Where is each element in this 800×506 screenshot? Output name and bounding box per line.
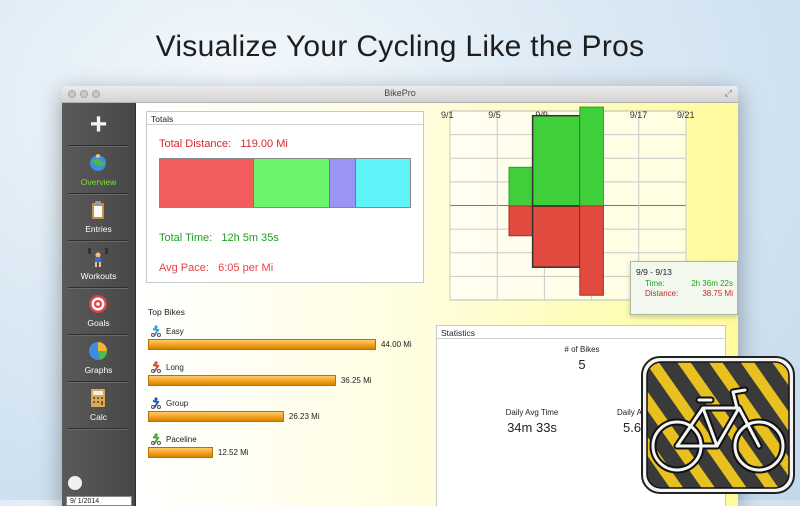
date-field[interactable]: 9/ 1/2014: [66, 496, 132, 506]
bikes-count-value: 5: [578, 357, 586, 372]
radio-button[interactable]: [68, 476, 82, 490]
totals-title: Totals: [147, 112, 423, 125]
sidebar-item-calc[interactable]: Calc: [62, 384, 135, 428]
sidebar-divider: [68, 145, 128, 147]
distance-segment-3: [328, 159, 355, 207]
minimize-window-button[interactable]: [80, 90, 88, 98]
chart-tooltip: 9/9 - 9/13 Time: 2h 36m 22s Distance: 38…: [630, 261, 738, 315]
bike-name: Paceline: [166, 435, 197, 444]
bike-distance-bar[interactable]: [148, 375, 336, 386]
bike-distance-label: 36.25 Mi: [340, 376, 372, 385]
x-tick-label: 9/21: [677, 110, 695, 120]
bike-name: Long: [166, 363, 184, 372]
close-window-button[interactable]: [68, 90, 76, 98]
sidebar-divider: [68, 381, 128, 383]
distance-segment-2: [252, 159, 329, 207]
sidebar-item-label: Entries: [85, 224, 112, 234]
app-window: BikePro ⤢ + Overview Entries Workouts: [62, 86, 738, 506]
tooltip-time-value: 2h 36m 22s: [691, 279, 733, 288]
tooltip-time-label: Time:: [645, 279, 665, 288]
cyclist-icon: [151, 397, 161, 409]
sidebar-item-overview[interactable]: Overview: [62, 149, 135, 193]
cyclist-icon: [151, 361, 161, 373]
window-title: BikePro: [384, 88, 416, 98]
distance-segment-1: [160, 159, 253, 207]
sidebar-item-goals[interactable]: Goals: [62, 290, 135, 334]
bike-distance-bar[interactable]: [148, 447, 213, 458]
bike-name: Group: [166, 399, 189, 408]
total-time-value: 12h 5m 35s: [221, 232, 279, 244]
avg-pace-row: Avg Pace: 6:05 per Mi: [159, 262, 273, 274]
sidebar-divider: [68, 287, 128, 289]
sidebar-divider: [68, 193, 128, 195]
headline: Visualize Your Cycling Like the Pros: [155, 30, 645, 63]
bike-distance-label: 44.00 Mi: [381, 340, 412, 349]
time-bar: [531, 114, 581, 207]
x-tick-label: 9/17: [630, 110, 648, 120]
x-tick-label: 9/5: [488, 110, 501, 120]
bike-distance-bar[interactable]: [148, 411, 284, 422]
sidebar-divider: [68, 428, 128, 430]
globe-cyclist-icon: [90, 154, 106, 171]
tooltip-title: 9/9 - 9/13: [636, 267, 672, 277]
bike-distance-bar[interactable]: [148, 339, 376, 350]
top-bikes-title: Top Bikes: [148, 307, 185, 317]
daily-avg-label: Daily A: [617, 408, 642, 417]
x-tick-label: 9/1: [441, 110, 454, 120]
bikes-count-label: # of Bikes: [564, 345, 600, 354]
sidebar-item-entries[interactable]: Entries: [62, 196, 135, 240]
sidebar-item-label: Workouts: [80, 271, 117, 281]
sidebar-divider: [68, 334, 128, 336]
calculator-icon: [91, 389, 105, 407]
tooltip-distance-label: Distance:: [645, 289, 679, 298]
sidebar-item-label: Graphs: [84, 365, 113, 375]
distance-bar: [531, 205, 581, 268]
add-entry-button[interactable]: +: [89, 108, 108, 141]
sidebar-divider: [68, 240, 128, 242]
statistics-title: Statistics: [437, 326, 725, 339]
weightlifter-icon: [88, 248, 108, 267]
total-distance-label: Total Distance:: [159, 138, 232, 150]
daily-avg-value: 5.6: [623, 420, 642, 435]
time-bar: [579, 106, 604, 207]
daily-avg-time-label: Daily Avg Time: [505, 408, 559, 417]
daily-avg-time-value: 34m 33s: [507, 420, 557, 435]
title-bar[interactable]: BikePro ⤢: [62, 86, 738, 103]
pie-chart-icon: [89, 342, 108, 360]
total-time-label: Total Time:: [159, 232, 213, 244]
totals-panel: Totals Total Distance: 119.00 Mi Total T…: [146, 111, 424, 283]
avg-pace-label: Avg Pace:: [159, 262, 209, 274]
clipboard-icon: [92, 201, 104, 219]
sidebar-item-workouts[interactable]: Workouts: [62, 243, 135, 287]
target-icon: [89, 295, 107, 313]
bike-name: Easy: [166, 327, 184, 336]
cyclist-icon: [151, 325, 161, 337]
bike-distance-label: 26.23 Mi: [288, 412, 320, 421]
avg-pace-value: 6:05 per Mi: [218, 262, 274, 274]
bike-app-icon: [641, 356, 795, 494]
distance-bar: [508, 205, 534, 237]
fullscreen-icon[interactable]: ⤢: [724, 88, 732, 98]
sidebar-item-label: Overview: [80, 177, 117, 187]
sidebar-item-label: Calc: [89, 412, 107, 422]
distance-breakdown-bar: [159, 158, 411, 208]
sidebar-item-label: Goals: [87, 318, 110, 328]
zoom-window-button[interactable]: [92, 90, 100, 98]
cyclist-icon: [151, 433, 161, 445]
time-bar: [508, 166, 534, 207]
bike-distance-label: 12.52 Mi: [217, 448, 249, 457]
total-distance-row: Total Distance: 119.00 Mi: [159, 138, 288, 150]
distance-bar: [579, 205, 604, 296]
tooltip-distance-value: 38.75 Mi: [702, 289, 733, 298]
sidebar-item-graphs[interactable]: Graphs: [62, 337, 135, 381]
total-distance-value: 119.00 Mi: [240, 138, 288, 150]
sidebar: + Overview Entries Workouts: [62, 103, 136, 506]
distance-segment-4: [355, 159, 410, 207]
total-time-row: Total Time: 12h 5m 35s: [159, 232, 279, 244]
